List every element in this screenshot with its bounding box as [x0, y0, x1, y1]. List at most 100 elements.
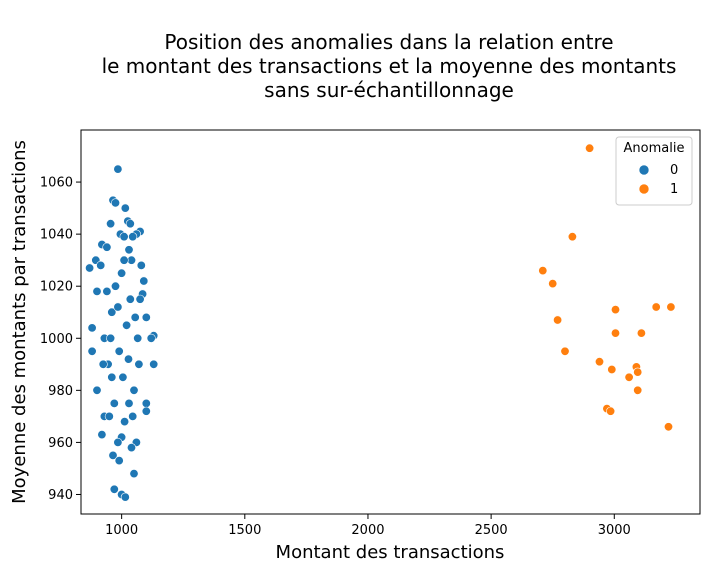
point-series-1-3	[548, 279, 558, 289]
point-series-0-65	[135, 294, 145, 304]
point-series-1-0	[585, 143, 595, 153]
plot-area	[80, 129, 701, 515]
point-series-0-51	[104, 411, 114, 421]
point-series-0-59	[102, 286, 112, 296]
point-series-0-52	[117, 268, 127, 278]
point-series-0-38	[109, 484, 119, 494]
point-series-0-68	[124, 398, 134, 408]
point-series-0-46	[118, 372, 128, 382]
point-series-0-37	[129, 469, 139, 479]
point-series-1-19	[606, 406, 616, 416]
point-series-1-4	[553, 315, 563, 325]
legend: Anomalie 0 1	[615, 136, 693, 206]
point-series-0-47	[122, 320, 132, 330]
point-series-0-60	[107, 372, 117, 382]
point-series-0-16	[85, 263, 95, 273]
point-series-0-55	[113, 302, 123, 312]
y-tick-label-960: 960	[48, 436, 73, 451]
point-series-0-25	[146, 333, 156, 343]
point-series-0-35	[108, 450, 118, 460]
y-tick-label-1000: 1000	[40, 332, 73, 347]
point-series-0-31	[141, 406, 151, 416]
x-tick-label-2000: 2000	[351, 523, 384, 538]
legend-label-0: 0	[670, 163, 678, 178]
point-series-0-45	[114, 346, 124, 356]
legend-marker-1	[638, 183, 650, 195]
point-series-0-22	[141, 312, 151, 322]
point-series-0-26	[87, 346, 97, 356]
x-tick-label-1000: 1000	[105, 523, 138, 538]
point-series-0-50	[133, 333, 143, 343]
point-series-0-24	[87, 323, 97, 333]
legend-marker-0	[638, 164, 650, 176]
title-line-3: sans sur-échantillonnage	[264, 78, 514, 102]
point-series-0-5	[125, 219, 135, 229]
point-series-0-62	[128, 411, 138, 421]
point-series-0-19	[139, 276, 149, 286]
point-series-0-69	[106, 333, 116, 343]
x-axis-ticks: 1000 1500 2000 2500 3000	[105, 514, 631, 538]
point-series-0-3	[120, 203, 130, 213]
point-series-1-12	[633, 367, 643, 377]
point-series-1-5	[560, 346, 570, 356]
point-series-0-64	[98, 359, 108, 369]
y-tick-label-1020: 1020	[40, 280, 73, 295]
point-series-0-11	[128, 232, 138, 242]
point-series-0-21	[92, 286, 102, 296]
point-series-0-34	[127, 443, 137, 453]
point-series-0-58	[130, 312, 140, 322]
point-series-0-32	[97, 430, 107, 440]
y-tick-label-1040: 1040	[40, 228, 73, 243]
point-series-0-28	[92, 385, 102, 395]
legend-title: Anomalie	[624, 141, 685, 156]
point-series-0-61	[134, 359, 144, 369]
y-tick-label-940: 940	[48, 488, 73, 503]
x-tick-label-1500: 1500	[228, 523, 261, 538]
point-series-0-54	[109, 398, 119, 408]
point-series-1-2	[538, 266, 548, 276]
title-line-2: le montant des transactions et la moyenn…	[102, 54, 677, 78]
point-series-1-14	[636, 328, 646, 338]
point-series-0-13	[102, 242, 112, 252]
x-axis-label: Montant des transactions	[276, 542, 505, 563]
point-series-0-67	[113, 437, 123, 447]
point-series-0-36	[114, 456, 124, 466]
point-series-0-29	[141, 398, 151, 408]
point-series-0-40	[120, 492, 130, 502]
y-axis-label: Moyenne des montants par transactions	[9, 140, 30, 504]
x-tick-label-2500: 2500	[475, 523, 508, 538]
point-series-0-2	[111, 198, 121, 208]
point-series-0-14	[124, 245, 134, 255]
point-series-1-15	[651, 302, 661, 312]
point-series-0-57	[124, 354, 134, 364]
point-series-1-13	[633, 385, 643, 395]
point-series-1-9	[610, 328, 620, 338]
point-series-0-10	[119, 232, 129, 242]
point-series-0-56	[120, 417, 130, 427]
title-line-1: Position des anomalies dans la relation …	[164, 30, 613, 54]
point-series-1-1	[567, 232, 577, 242]
point-series-1-8	[610, 305, 620, 315]
point-series-0-49	[129, 385, 139, 395]
point-series-0-43	[107, 307, 117, 317]
point-series-1-6	[594, 357, 604, 367]
data-points	[85, 143, 676, 502]
point-series-1-10	[624, 372, 634, 382]
y-axis-ticks: 940 960 980 1000 1020 1040 1060	[40, 176, 81, 503]
point-series-0-44	[111, 281, 121, 291]
x-tick-label-3000: 3000	[598, 523, 631, 538]
point-series-0-66	[119, 255, 129, 265]
point-series-0-6	[106, 219, 116, 229]
point-series-0-17	[96, 260, 106, 270]
point-series-0-27	[149, 359, 159, 369]
point-series-0-48	[125, 294, 135, 304]
chart-title: Position des anomalies dans la relation …	[102, 30, 677, 102]
point-series-0-0	[113, 164, 123, 174]
point-series-1-16	[666, 302, 676, 312]
legend-label-1: 1	[670, 182, 678, 197]
y-tick-label-980: 980	[48, 384, 73, 399]
y-tick-label-1060: 1060	[40, 176, 73, 191]
point-series-1-17	[663, 422, 673, 432]
point-series-0-18	[136, 260, 146, 270]
